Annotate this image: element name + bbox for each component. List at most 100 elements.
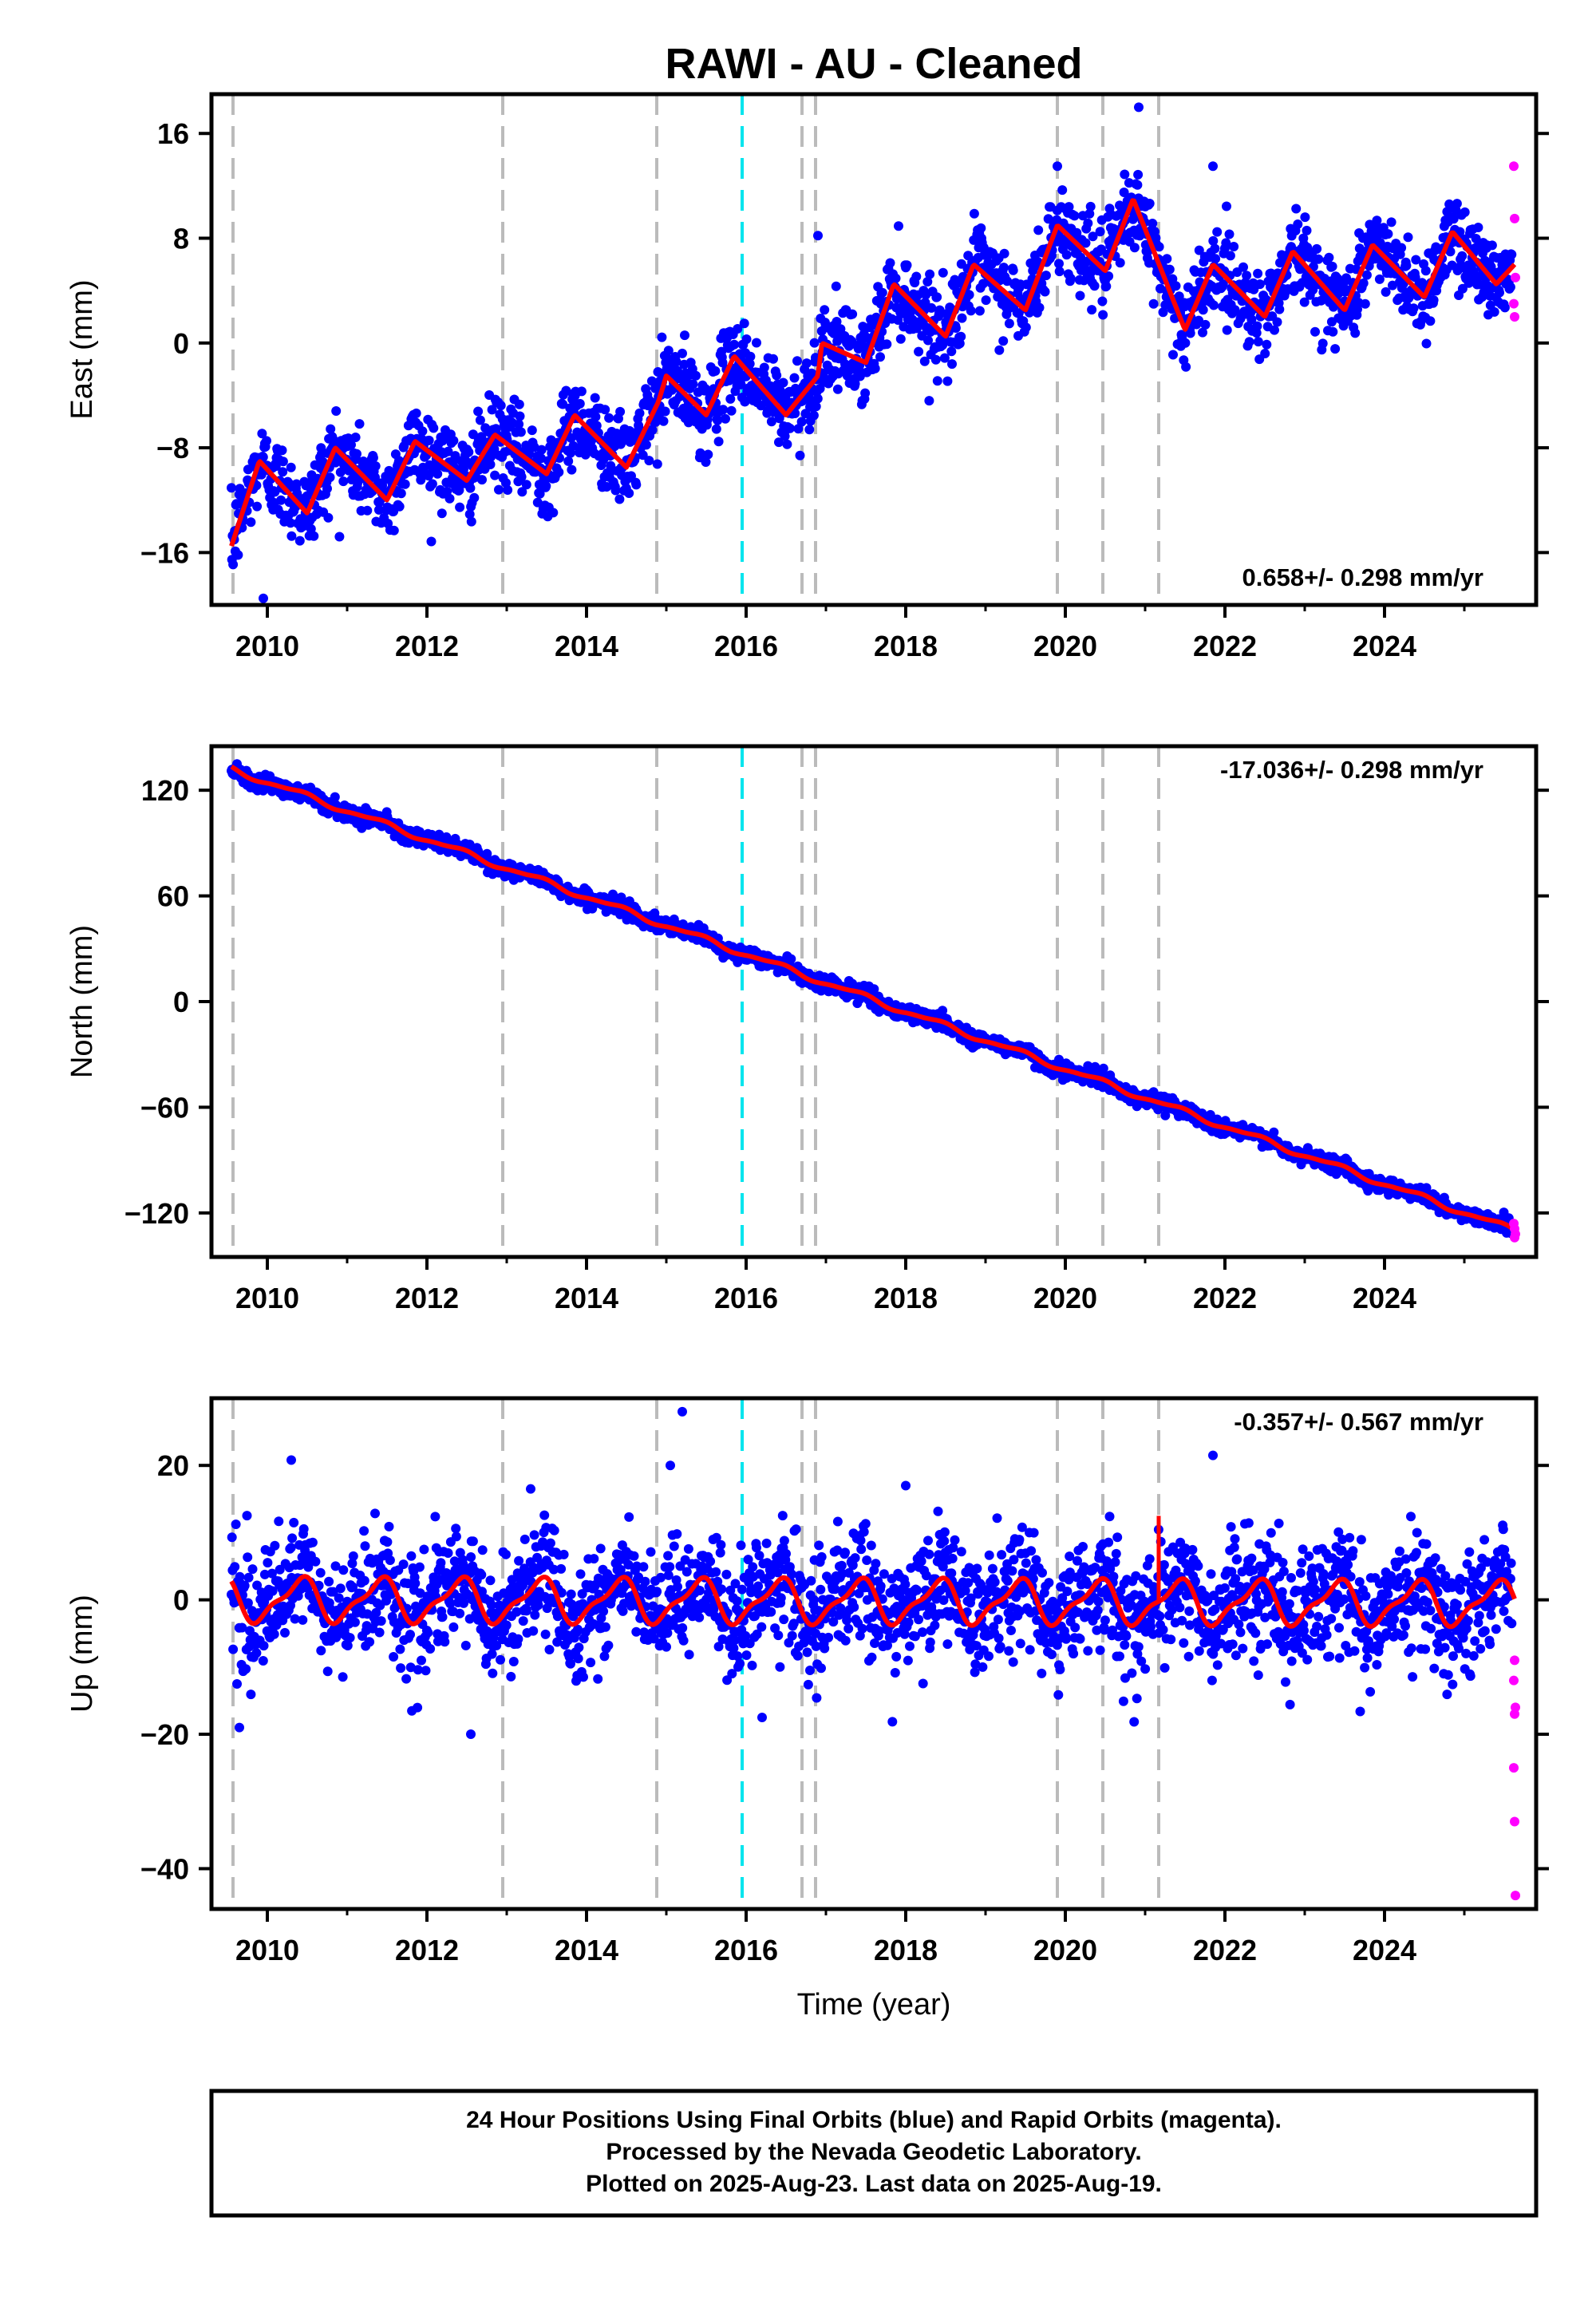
final-point — [1129, 243, 1140, 253]
final-point — [1133, 169, 1144, 180]
rapid-orbit-points — [1509, 161, 1520, 322]
final-point — [360, 1541, 370, 1551]
final-point — [710, 366, 721, 376]
final-point — [1097, 296, 1108, 306]
final-point — [239, 1580, 250, 1591]
final-point — [1242, 271, 1252, 281]
final-point — [503, 485, 513, 495]
final-point — [1499, 302, 1510, 313]
final-point — [1300, 212, 1310, 223]
final-point — [1085, 201, 1096, 211]
final-point — [290, 1614, 300, 1624]
final-point — [1120, 169, 1130, 180]
final-point — [634, 408, 645, 418]
final-point — [1198, 327, 1207, 338]
final-point — [1457, 283, 1468, 294]
final-point — [368, 453, 378, 463]
final-point — [334, 1593, 344, 1603]
final-point — [1299, 297, 1310, 307]
final-point — [237, 1622, 247, 1633]
final-point — [338, 1565, 349, 1575]
final-point — [477, 475, 487, 485]
final-point — [345, 1633, 355, 1643]
plot-area — [227, 1398, 1520, 1909]
final-point — [590, 393, 600, 403]
rapid-point — [1509, 298, 1519, 309]
final-point — [335, 1583, 346, 1594]
final-point — [280, 1627, 290, 1638]
final-point — [711, 424, 721, 434]
final-point — [263, 1558, 273, 1568]
final-point — [267, 1568, 277, 1579]
final-point — [1174, 291, 1184, 302]
final-point — [323, 512, 334, 523]
final-point — [772, 370, 782, 381]
final-point — [251, 1648, 262, 1658]
y-tick-label: −16 — [140, 536, 189, 569]
final-point — [691, 370, 701, 381]
final-point — [882, 339, 892, 350]
final-point — [1360, 298, 1370, 309]
final-point — [631, 480, 642, 490]
final-point — [563, 456, 574, 466]
final-point — [516, 472, 527, 482]
final-point — [529, 442, 539, 453]
final-point — [429, 423, 439, 433]
final-point — [920, 298, 930, 308]
final-point — [725, 393, 736, 404]
final-point — [476, 432, 487, 442]
y-axis-label: East (mm) — [65, 279, 99, 419]
final-point — [1061, 250, 1072, 260]
final-point — [485, 460, 496, 469]
final-point — [274, 1516, 284, 1527]
final-point — [469, 492, 480, 503]
final-point — [809, 338, 820, 348]
y-tick-label: 60 — [157, 880, 189, 913]
final-point — [1209, 300, 1219, 310]
final-point — [1164, 264, 1175, 275]
final-point — [902, 260, 912, 271]
final-point — [1425, 316, 1436, 326]
final-point — [1473, 223, 1483, 232]
final-point — [1507, 249, 1517, 259]
final-point — [347, 1559, 358, 1568]
final-point — [303, 1562, 314, 1572]
final-point — [400, 479, 410, 489]
y-tick-label: −120 — [124, 1197, 189, 1230]
final-point — [1381, 287, 1391, 297]
final-point — [1291, 204, 1302, 214]
final-point — [1065, 273, 1076, 283]
plot-area — [227, 94, 1520, 605]
final-point — [600, 405, 610, 415]
final-point — [938, 267, 948, 278]
final-point — [1064, 202, 1074, 212]
final-point — [604, 413, 614, 423]
final-point — [252, 501, 263, 512]
final-point — [721, 413, 730, 424]
outlier-point — [1208, 161, 1218, 172]
final-point — [1341, 273, 1351, 283]
final-point — [427, 479, 437, 489]
final-point — [444, 493, 455, 504]
final-point — [1222, 325, 1232, 335]
final-point — [695, 448, 705, 458]
model-curve — [229, 198, 1517, 547]
final-point — [1293, 219, 1303, 229]
final-point — [994, 345, 1005, 355]
final-point — [925, 269, 935, 279]
final-point — [847, 309, 858, 319]
final-point — [733, 324, 743, 334]
final-point — [644, 456, 654, 466]
final-point — [330, 1561, 341, 1571]
final-point — [316, 1646, 326, 1656]
final-point — [893, 315, 903, 325]
final-point — [804, 425, 815, 435]
final-point — [342, 1641, 353, 1650]
final-point — [812, 393, 823, 404]
final-point — [242, 1511, 252, 1521]
final-point — [1358, 278, 1369, 288]
final-point — [875, 352, 885, 362]
final-point — [335, 467, 346, 477]
final-point — [532, 497, 543, 508]
final-point — [322, 484, 332, 494]
